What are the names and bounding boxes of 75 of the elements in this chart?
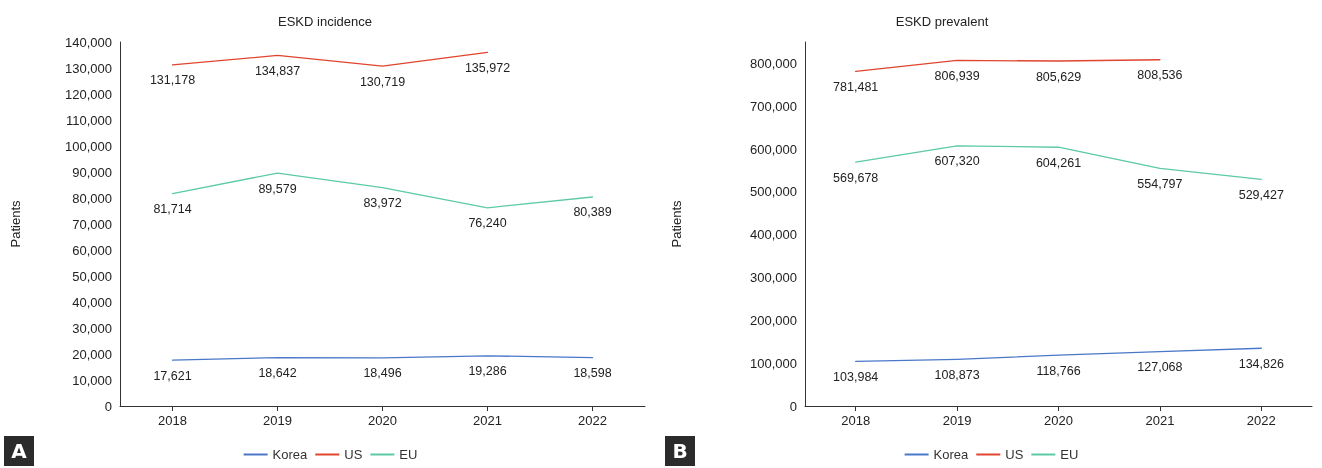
y-tick-label: 120,000 [65, 86, 112, 102]
data-label: 18,642 [258, 366, 297, 381]
y-tick-label: 0 [789, 398, 797, 414]
data-label: 17,621 [153, 368, 192, 383]
data-label: 83,972 [363, 196, 402, 211]
y-tick-label: 20,000 [72, 346, 112, 362]
y-axis-title: Patients [669, 200, 684, 248]
x-tick-label: 2020 [368, 413, 397, 428]
data-label: 130,719 [359, 74, 406, 89]
data-label: 569,678 [833, 170, 879, 185]
y-tick-label: 140,000 [65, 34, 112, 50]
data-label: 607,320 [934, 154, 980, 169]
data-label: 604,261 [1035, 155, 1082, 170]
y-tick-label: 60,000 [72, 242, 112, 258]
y-tick-label: 100,000 [65, 138, 112, 154]
data-label: 134,837 [254, 63, 301, 78]
data-label: 18,496 [363, 366, 402, 381]
y-tick-label: 700,000 [750, 98, 797, 114]
data-label: 131,178 [149, 73, 196, 88]
data-label: 127,068 [1137, 360, 1183, 375]
data-label: 76,240 [468, 216, 507, 231]
y-tick-label: 80,000 [72, 190, 112, 206]
x-tick-label: 2021 [1145, 413, 1175, 428]
data-label: 529,427 [1238, 187, 1284, 202]
data-label: 554,797 [1137, 176, 1183, 191]
data-label: 134,826 [1238, 356, 1284, 371]
legend-label: EU [1060, 447, 1079, 462]
y-tick-label: 300,000 [750, 270, 797, 286]
x-tick-label: 2020 [1044, 413, 1073, 428]
data-label: 108,873 [934, 367, 980, 382]
data-label: 80,389 [573, 205, 612, 220]
data-label: 81,714 [153, 202, 192, 217]
y-tick-label: 30,000 [72, 320, 112, 336]
legend-label: US [344, 447, 363, 462]
legend-label: Korea [933, 447, 970, 462]
x-tick-label: 2019 [942, 413, 972, 428]
y-tick-label: 110,000 [65, 112, 112, 128]
text: B [672, 439, 688, 463]
line-series [855, 59, 1161, 72]
legend-label: US [1005, 447, 1024, 462]
x-tick-label: 2022 [578, 413, 607, 428]
y-tick-label: 800,000 [750, 55, 797, 71]
y-tick-label: 100,000 [750, 355, 797, 371]
x-tick-label: 2021 [473, 413, 502, 428]
data-label: 89,579 [258, 181, 297, 196]
data-label: 19,286 [468, 364, 507, 379]
data-label: 781,481 [833, 79, 879, 94]
y-tick-label: 0 [104, 398, 112, 414]
y-tick-label: 40,000 [72, 294, 112, 310]
data-label: 135,972 [464, 60, 511, 75]
x-tick-label: 2019 [263, 413, 292, 428]
data-label: 103,984 [833, 369, 879, 384]
data-label: 118,766 [1036, 363, 1081, 378]
data-label: 805,629 [1035, 69, 1082, 84]
x-tick-label: 2022 [1246, 413, 1276, 428]
data-label: 808,536 [1137, 68, 1183, 83]
text: A [11, 439, 28, 463]
data-label: 806,939 [934, 68, 980, 83]
y-tick-label: 200,000 [750, 312, 797, 328]
data-label: 18,598 [573, 366, 612, 381]
y-tick-label: 130,000 [65, 60, 112, 76]
x-tick-label: 2018 [158, 413, 187, 428]
y-tick-label: 90,000 [72, 164, 112, 180]
chart-title: ESKD prevalent [895, 14, 989, 29]
y-axis-title: Patients [8, 200, 23, 248]
chart-title: ESKD incidence [278, 14, 372, 29]
y-tick-label: 50,000 [72, 268, 112, 284]
y-tick-label: 400,000 [750, 227, 797, 243]
y-tick-label: 70,000 [72, 216, 112, 232]
y-tick-label: 10,000 [72, 372, 112, 388]
legend-label: EU [399, 447, 418, 462]
legend-label: Korea [272, 447, 309, 462]
y-tick-label: 500,000 [750, 184, 797, 200]
x-tick-label: 2018 [841, 413, 871, 428]
y-tick-label: 600,000 [750, 141, 797, 157]
